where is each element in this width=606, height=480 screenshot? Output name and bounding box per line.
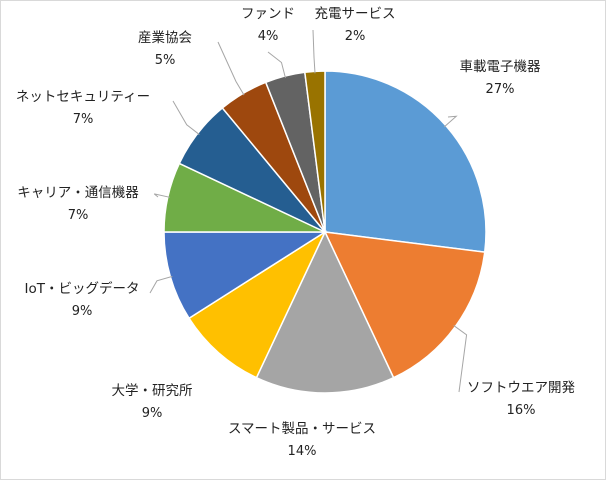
slice-label-1: ソフトウエア開発 <box>467 380 575 396</box>
slice-label-7: 産業協会 <box>138 30 192 46</box>
slice-percent-1: 16% <box>507 403 536 418</box>
leader-line-7 <box>217 41 245 96</box>
leader-line-6 <box>172 100 200 135</box>
slice-label-6: ネットセキュリティー <box>16 89 150 105</box>
slice-percent-4: 9% <box>72 304 93 319</box>
slice-label-5: キャリア・通信機器 <box>17 185 139 201</box>
pie-slice-2 <box>255 230 395 394</box>
slice-label-9: 充電サービス <box>315 6 396 22</box>
leader-line-9 <box>312 29 316 74</box>
leader-line-0 <box>443 115 458 128</box>
leader-line-1 <box>453 325 468 393</box>
pie-slice-3 <box>188 229 327 379</box>
slice-percent-7: 5% <box>155 53 176 68</box>
pie-slice-0 <box>324 70 487 254</box>
slice-percent-5: 7% <box>68 208 89 223</box>
slice-label-3: 大学・研究所 <box>112 383 193 399</box>
slice-label-4: IoT・ビッグデータ <box>25 280 140 297</box>
slice-label-0: 車載電子機器 <box>460 59 541 75</box>
slice-label-2: スマート製品・サービス <box>228 421 376 437</box>
slice-label-8: ファンド <box>241 6 295 22</box>
slice-percent-9: 2% <box>345 29 366 44</box>
slice-percent-0: 27% <box>486 82 515 97</box>
leader-line-4 <box>149 275 173 294</box>
leader-line-8 <box>267 51 286 79</box>
slice-percent-2: 14% <box>288 444 317 459</box>
leader-line-5 <box>153 193 170 198</box>
slice-percent-3: 9% <box>142 406 163 421</box>
slice-percent-8: 4% <box>258 29 279 44</box>
slice-percent-6: 7% <box>73 112 94 127</box>
